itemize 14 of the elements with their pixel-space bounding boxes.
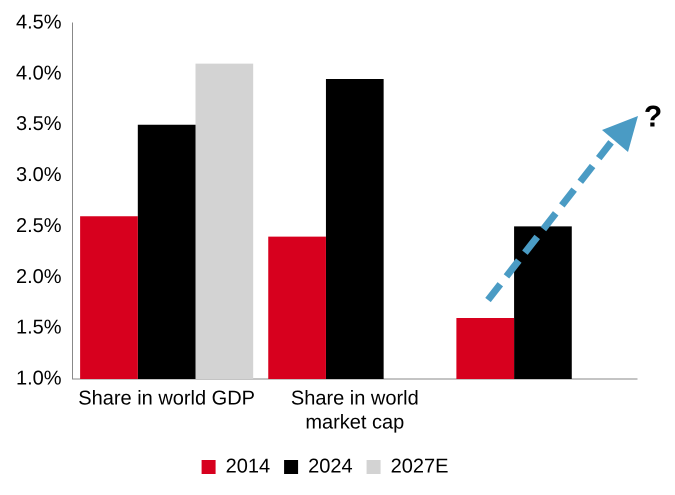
text: ? bbox=[644, 100, 662, 134]
y-tick-label: 4.0% bbox=[16, 62, 62, 84]
y-tick-label: 3.0% bbox=[16, 164, 62, 186]
legend-label: 2014 bbox=[226, 456, 270, 478]
legend-label: 2027E bbox=[390, 456, 448, 478]
x-tick-label: Share in world market cap bbox=[290, 388, 419, 434]
y-tick-label: 4.5% bbox=[16, 12, 62, 34]
legend-label: 2024 bbox=[308, 456, 353, 478]
y-tick-label: 3.5% bbox=[16, 113, 62, 136]
y-tick-label: 1.0% bbox=[16, 368, 62, 390]
y-tick-label: 2.5% bbox=[16, 214, 62, 237]
y-tick-label: 1.5% bbox=[16, 316, 62, 339]
x-tick-label: Share in world GDP bbox=[78, 388, 256, 410]
y-tick-label: 2.0% bbox=[16, 266, 62, 288]
